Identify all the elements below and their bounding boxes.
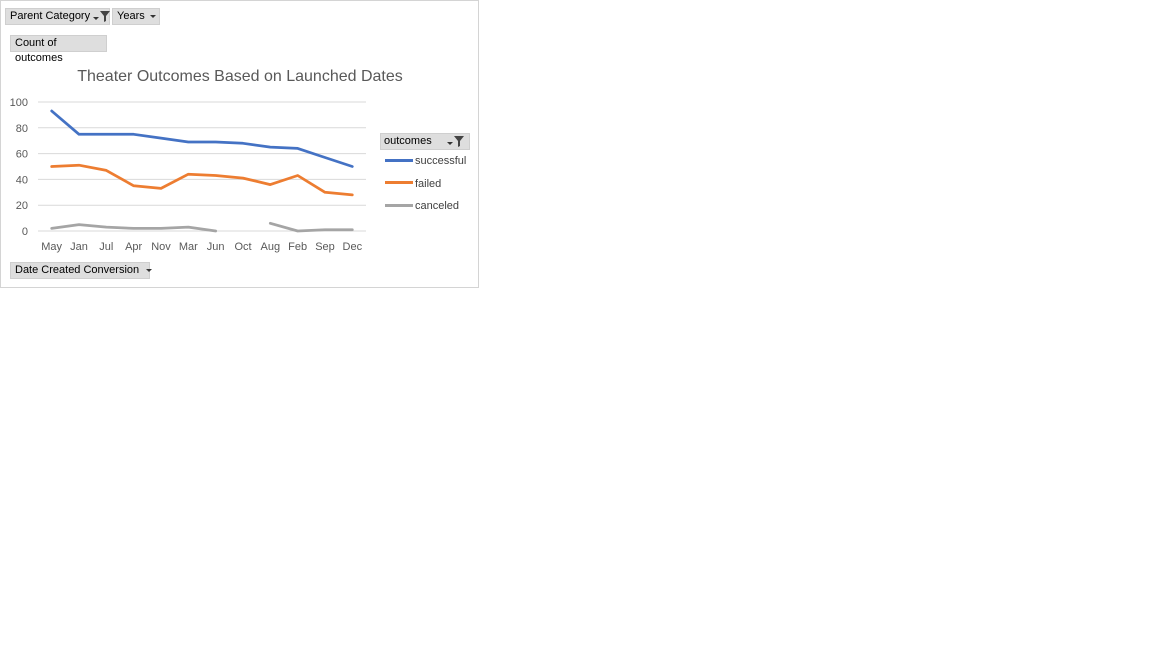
chart-title: Theater Outcomes Based on Launched Dates (77, 68, 403, 85)
parent-category-filter-button[interactable]: Parent Category (5, 8, 111, 25)
legend-swatch (385, 203, 413, 207)
filter-icon (93, 11, 111, 22)
y-tick-label: 60 (16, 149, 28, 161)
y-tick-label: 40 (16, 174, 28, 186)
filter-icon (447, 136, 464, 147)
x-tick-label: Mar (179, 241, 198, 253)
legend-item-canceled: canceled (385, 199, 459, 213)
series-lines (50, 109, 354, 233)
legend-swatch (385, 181, 413, 185)
x-tick-label: Jan (70, 241, 88, 253)
legend-label: successful (415, 155, 467, 167)
date-created-conversion-label: Date Created Conversion (15, 264, 140, 276)
years-filter-button[interactable]: Years (112, 8, 160, 25)
y-tick-label: 0 (22, 226, 28, 238)
x-tick-label: May (41, 241, 62, 253)
y-axis-labels: 0 20 40 60 80 100 (10, 97, 28, 238)
x-axis-labels: May Jan Jul Apr Nov Mar Jun Oct Aug Feb Sep Dec (41, 241, 362, 253)
x-tick-label: Sep (315, 241, 335, 253)
legend-item-failed: failed (385, 177, 441, 191)
date-created-conversion-button[interactable]: Date Created Conversion (10, 262, 153, 279)
y-tick-label: 20 (16, 200, 28, 212)
series-line-failed (50, 163, 354, 197)
legend-label: failed (415, 177, 442, 190)
x-tick-label: Nov (151, 241, 171, 253)
y-tick-label: 100 (10, 97, 28, 109)
series-line-successful (50, 109, 354, 168)
x-tick-label: Jul (99, 241, 113, 253)
years-filter-label: Years (117, 10, 145, 22)
x-tick-label: Apr (125, 241, 142, 253)
count-of-outcomes-button[interactable]: Count of outcomes (10, 35, 107, 64)
x-tick-label: Dec (343, 241, 363, 253)
legend-item-successful: successful (385, 154, 466, 168)
outcomes-legend-button[interactable]: outcomes (380, 133, 470, 150)
y-tick-label: 80 (16, 123, 28, 135)
x-tick-label: Aug (261, 241, 281, 253)
dropdown-arrow-icon (149, 15, 156, 18)
legend-swatch (385, 158, 413, 162)
legend-header-label: outcomes (384, 135, 432, 147)
x-tick-label: Oct (234, 241, 251, 253)
legend-label: canceled (415, 200, 460, 212)
x-tick-label: Feb (288, 241, 307, 253)
parent-category-filter-label: Parent Category (10, 10, 91, 22)
line-chart-svg: Theater Outcomes Based on Launched Dates… (10, 68, 403, 253)
dropdown-arrow-icon (146, 269, 153, 272)
x-tick-label: Jun (207, 241, 225, 253)
series-line-canceled (50, 221, 354, 233)
